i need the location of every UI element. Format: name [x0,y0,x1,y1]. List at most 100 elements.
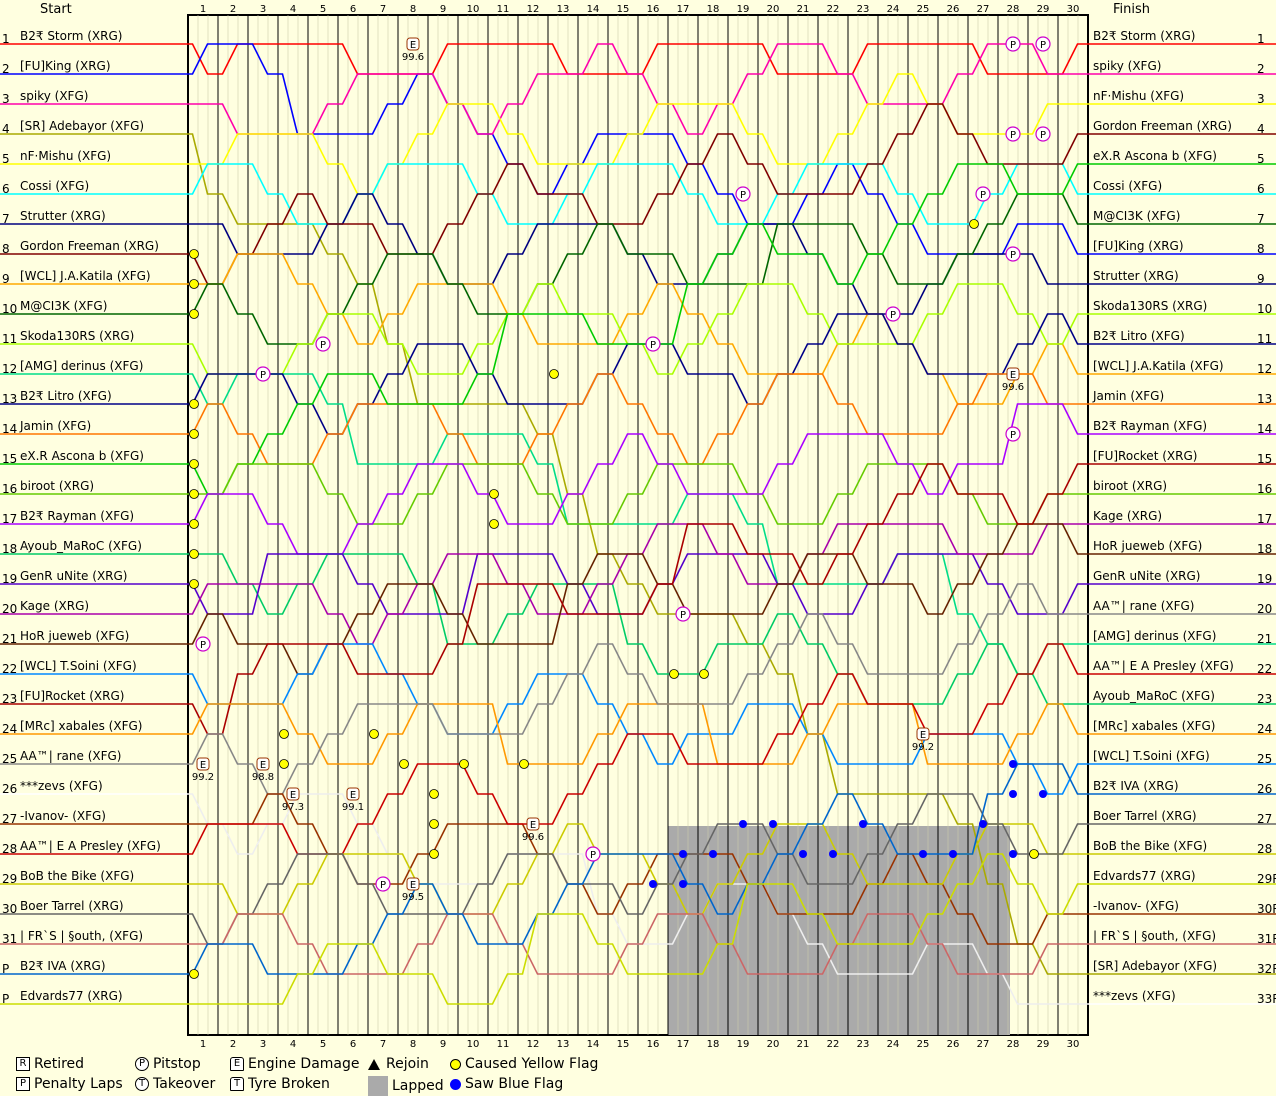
lap-number-top: 6 [350,4,356,15]
lap-number-bottom: 30 [1067,1039,1080,1050]
blue-flag-marker [679,850,687,858]
blue-flag-marker [829,850,837,858]
start-position: 2 [2,62,10,76]
start-driver-label: HoR jueweb (XFG) [20,629,129,643]
engine-damage-letter: E [260,760,266,771]
start-driver-label: Skoda130RS (XRG) [20,329,134,343]
finish-position: 20 [1257,602,1272,616]
pitstop-marker [585,846,601,862]
engine-damage-marker [346,787,360,801]
yellow-flag-marker [489,489,499,499]
engine-damage-value: 97.3 [282,802,304,813]
lap-number-top: 30 [1067,4,1080,15]
start-position: 7 [2,212,10,226]
start-position: 9 [2,272,10,286]
legend-label: Penalty Laps [34,1076,123,1092]
start-driver-label: Gordon Freeman (XRG) [20,239,159,253]
start-driver-label: B2₹ Rayman (XFG) [20,509,134,523]
lap-number-top: 3 [260,4,266,15]
finish-driver-label: B2₹ Storm (XRG) [1093,29,1195,43]
finish-driver-label: biroot (XRG) [1093,479,1167,493]
yellow-flag-marker [189,399,199,409]
start-position: 26 [2,782,17,796]
pitstop-marker [1035,36,1051,52]
legend-symbol-icon: T [230,1077,244,1091]
finish-driver-label: spiky (XFG) [1093,59,1161,73]
lap-number-bottom: 25 [917,1039,930,1050]
pitstop-marker [975,186,991,202]
start-driver-label: Jamin (XFG) [19,419,91,433]
yellow-flag-marker [189,249,199,259]
finish-position: 12 [1257,362,1272,376]
engine-damage-letter: E [530,820,536,831]
finish-driver-label: [WCL] T.Soini (XFG) [1093,749,1210,763]
finish-position: 5 [1257,152,1265,166]
finish-driver-label: -Ivanov- (XFG) [1093,899,1179,913]
start-driver-label: AA™| rane (XFG) [20,749,121,763]
blue-flag-marker [919,850,927,858]
start-driver-label: B2₹ IVA (XRG) [20,959,106,973]
lap-number-bottom: 29 [1037,1039,1050,1050]
legend-item: Lapped [368,1076,444,1096]
yellow-flag-marker [969,219,979,229]
finish-driver-label: Skoda130RS (XRG) [1093,299,1207,313]
lap-number-bottom: 21 [797,1039,810,1050]
legend-label: Takeover [153,1076,216,1092]
engine-damage-marker [196,757,210,771]
finish-driver-label: Jamin (XFG) [1092,389,1164,403]
lap-number-top: 16 [647,4,660,15]
yellow-flag-marker [189,579,199,589]
start-driver-label: B2₹ Storm (XRG) [20,29,122,43]
blue-flag-marker [739,820,747,828]
pitstop-letter: P [1040,40,1046,51]
finish-driver-label: eX.R Ascona b (XFG) [1093,149,1217,163]
lap-number-top: 18 [707,4,720,15]
finish-driver-label: [WCL] J.A.Katila (XFG) [1093,359,1224,373]
legend-symbol-icon [368,1076,388,1096]
finish-driver-label: Ayoub_MaRoC (XFG) [1093,689,1215,703]
finish-position: 26 [1257,782,1272,796]
blue-flag-marker [769,820,777,828]
lap-number-bottom: 20 [767,1039,780,1050]
lap-number-top: 12 [527,4,540,15]
finish-position: 21 [1257,632,1272,646]
legend-item: E Engine Damage [230,1056,360,1072]
lap-number-top: 23 [857,4,870,15]
start-position: 27 [2,812,17,826]
pitstop-marker [1035,126,1051,142]
start-driver-label: BoB the Bike (XFG) [20,869,134,883]
yellow-flag-marker [189,969,199,979]
start-driver-label: [AMG] derinus (XFG) [20,359,143,373]
lap-number-top: 2 [230,4,236,15]
start-position: P [2,962,9,976]
legend-label: Engine Damage [248,1056,360,1072]
finish-driver-label: nF·Mishu (XFG) [1093,89,1184,103]
engine-damage-marker [256,757,270,771]
legend-symbol-icon: P [135,1057,149,1071]
start-position: 1 [2,32,10,46]
engine-damage-value: 99.6 [1002,382,1024,393]
legend: R Retired P Penalty Laps P Pitstop T Takeover E E… [0,1052,1276,1096]
lap-number-bottom: 8 [410,1039,416,1050]
pitstop-letter: P [1040,130,1046,141]
legend-item: Caused Yellow Flag [450,1056,598,1072]
legend-item: P Penalty Laps [16,1076,123,1092]
yellow-flag-marker [189,309,199,319]
yellow-flag-marker [699,669,709,679]
legend-label: Tyre Broken [248,1076,330,1092]
start-position: 10 [2,302,17,316]
yellow-flag-marker [369,729,379,739]
lap-number-bottom: 9 [440,1039,446,1050]
start-driver-label: M@CI3K (XFG) [20,299,107,313]
lap-number-top: 25 [917,4,930,15]
finish-position: 24 [1257,722,1272,736]
yellow-flag-marker [189,549,199,559]
pitstop-marker [1005,246,1021,262]
finish-position: 7 [1257,212,1265,226]
engine-damage-value: 99.2 [912,742,934,753]
start-position: P [2,992,9,1006]
lap-number-bottom: 1 [200,1039,206,1050]
yellow-flag-marker [189,429,199,439]
lap-number-bottom: 6 [350,1039,356,1050]
finish-position: 25 [1257,752,1272,766]
